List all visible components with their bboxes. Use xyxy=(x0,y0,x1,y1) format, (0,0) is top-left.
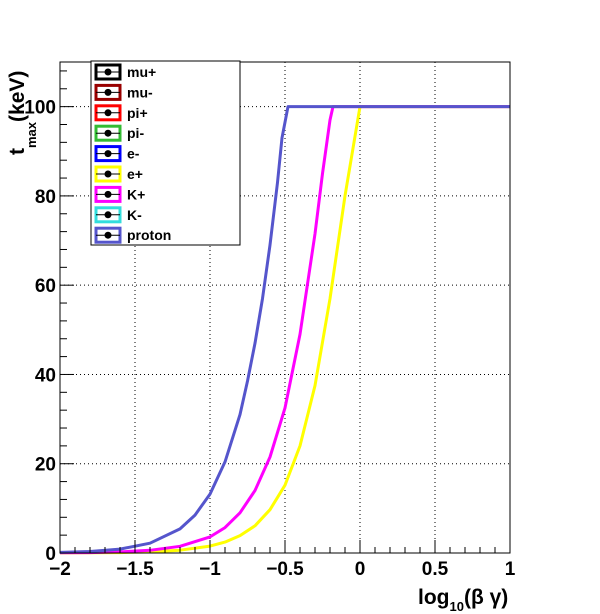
tick-labels: −2 −1.5 −1 −0.5 0 0.5 1 0 20 40 60 80 100 xyxy=(24,98,515,580)
series-line-proton xyxy=(59,105,510,554)
legend-label: K+ xyxy=(127,186,145,202)
legend-marker-dot xyxy=(104,190,112,198)
legend-label: K- xyxy=(127,207,142,223)
y-tick-label: 60 xyxy=(35,276,56,297)
legend-label: pi- xyxy=(127,125,144,141)
legend-box xyxy=(90,60,241,246)
legend-marker-dot xyxy=(104,211,112,219)
x-tick-label: −1 xyxy=(199,559,221,580)
legend-marker-dot xyxy=(104,150,112,158)
legend-label: e- xyxy=(127,146,140,162)
series-curves xyxy=(59,105,510,555)
y-tick-label: 80 xyxy=(35,187,56,208)
legend-label: proton xyxy=(127,227,171,243)
y-tick-label: 100 xyxy=(24,98,56,119)
legend-marker-dot xyxy=(104,68,112,76)
x-tick-label: −2 xyxy=(49,559,71,580)
legend-marker-dot xyxy=(104,231,112,239)
y-axis-title: tmax(keV) xyxy=(6,71,39,155)
legend-label: mu- xyxy=(127,84,153,100)
legend-marker-dot xyxy=(104,88,112,96)
x-tick-label: 0 xyxy=(355,559,366,580)
y-tick-label: 20 xyxy=(35,455,56,476)
axis-ticks xyxy=(59,70,511,554)
x-tick-label: −0.5 xyxy=(266,559,304,580)
legend-label: pi+ xyxy=(127,105,148,121)
legend-label: e+ xyxy=(127,166,143,182)
y-tick-label: 40 xyxy=(35,365,56,386)
x-tick-label: 0.5 xyxy=(422,559,449,580)
legend-marker-dot xyxy=(104,109,112,117)
x-tick-label: 1 xyxy=(505,559,516,580)
y-tick-label: 0 xyxy=(45,544,56,565)
legend-marker-dot xyxy=(104,170,112,178)
series-line-k- xyxy=(59,105,510,555)
legend-label: mu+ xyxy=(127,64,156,80)
x-axis-title: log10(β γ) xyxy=(418,586,508,614)
legend-marker-dot xyxy=(104,129,112,137)
x-tick-label: −1.5 xyxy=(116,559,154,580)
legend: mu+ mu-pi+ pi-e-e+ K+ K-proton xyxy=(90,60,241,246)
